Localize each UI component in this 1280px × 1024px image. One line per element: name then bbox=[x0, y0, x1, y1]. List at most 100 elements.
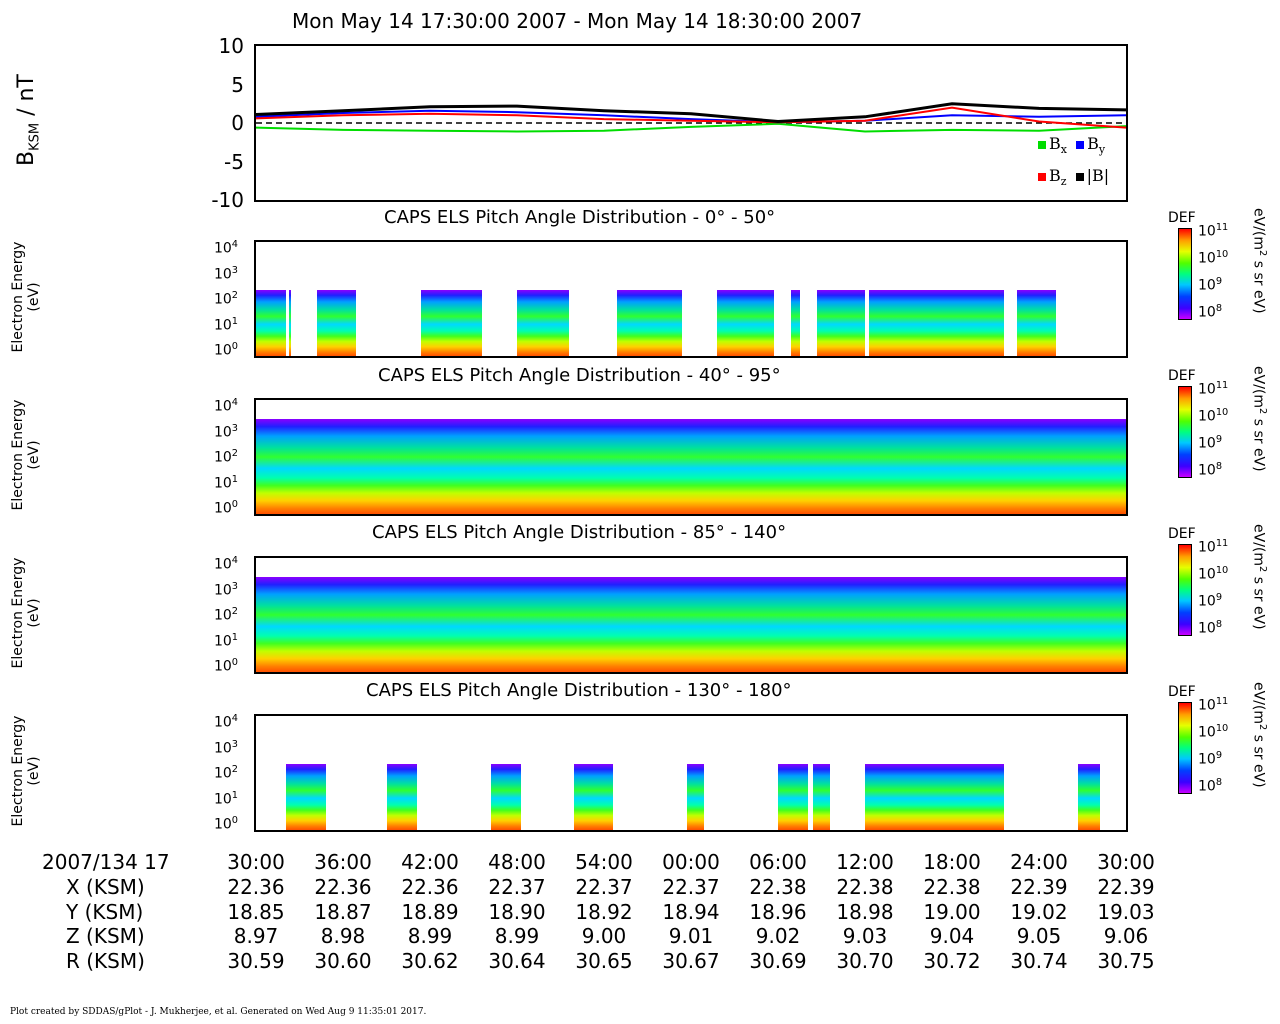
time-row-label: 2007/134 17 bbox=[42, 850, 170, 874]
ephemeris-value: 22.39 bbox=[1010, 875, 1068, 899]
colorbar-tick-label: 1010 bbox=[1198, 565, 1229, 583]
ephemeris-row-label: R (KSM) bbox=[66, 948, 145, 973]
energy-tick-label: 101 bbox=[213, 473, 238, 492]
ephemeris-value: 22.38 bbox=[923, 875, 981, 899]
time-tick-label: 30:00 bbox=[1097, 850, 1155, 874]
colorbar bbox=[1178, 386, 1192, 478]
mag-plot-area bbox=[254, 44, 1128, 202]
colorbar-tick-label: 1011 bbox=[1198, 222, 1229, 240]
mag-y-tick-label: 0 bbox=[231, 111, 244, 135]
series-line-bz bbox=[256, 106, 1126, 129]
energy-tick-label: 104 bbox=[213, 713, 238, 731]
colorbar-tick-label: 1011 bbox=[1198, 380, 1229, 398]
spectrogram-data-block bbox=[316, 289, 357, 356]
ephemeris-value: 9.03 bbox=[842, 924, 888, 948]
energy-tick-label: 100 bbox=[213, 815, 238, 833]
energy-tick-label: 103 bbox=[213, 422, 238, 441]
energy-axis-label: Electron Energy (eV) bbox=[10, 241, 42, 353]
ephemeris-value: 18.89 bbox=[401, 899, 459, 924]
spectrogram-plot-area bbox=[254, 398, 1128, 516]
ephemeris-value: 9.06 bbox=[1103, 924, 1149, 948]
ephemeris-value: 19.02 bbox=[1010, 899, 1068, 924]
colorbar-tick-label: 108 bbox=[1198, 619, 1223, 637]
spectrogram-data-block bbox=[386, 763, 417, 830]
spectrogram-data-block bbox=[573, 763, 613, 830]
ephemeris-value: 8.99 bbox=[407, 924, 453, 948]
time-tick-label: 30:00 bbox=[227, 850, 285, 874]
spectrogram-data-block bbox=[256, 419, 1126, 514]
ephemeris-value: 30.62 bbox=[401, 948, 459, 973]
ephemeris-value: 9.04 bbox=[929, 924, 975, 948]
time-tick-label: 48:00 bbox=[488, 850, 546, 874]
ephemeris-value: 18.96 bbox=[749, 899, 807, 924]
energy-tick-label: 100 bbox=[213, 341, 238, 359]
mag-y-tick-label: 5 bbox=[231, 72, 244, 97]
spectrogram-data-block bbox=[865, 763, 1005, 830]
ephemeris-value: 30.67 bbox=[662, 948, 720, 973]
spectrogram-plot-area bbox=[254, 240, 1128, 358]
ephemeris-value: 22.37 bbox=[575, 875, 633, 899]
energy-tick-label: 104 bbox=[213, 555, 238, 573]
colorbar-tick-label: 108 bbox=[1198, 461, 1223, 479]
colorbar-tick-label: 1011 bbox=[1198, 696, 1229, 714]
mag-y-tick-label: 10 bbox=[218, 34, 244, 58]
colorbar-unit-label: eV/(m2 s sr eV) bbox=[1250, 208, 1268, 314]
spectrogram-data-block bbox=[517, 289, 570, 356]
time-tick-label: 36:00 bbox=[314, 850, 372, 874]
ephemeris-value: 30.74 bbox=[1010, 948, 1068, 973]
spectrogram-data-block bbox=[869, 289, 1005, 356]
ephemeris-value: 19.03 bbox=[1097, 899, 1155, 924]
mag-line-chart bbox=[256, 102, 1126, 133]
mag-y-axis-label: BKSM / nT bbox=[14, 74, 43, 166]
plot-title: Mon May 14 17:30:00 2007 - Mon May 14 18… bbox=[292, 9, 863, 33]
ephemeris-value: 19.00 bbox=[923, 899, 981, 924]
energy-axis-label: Electron Energy (eV) bbox=[10, 557, 42, 669]
ephemeris-value: 18.85 bbox=[227, 899, 285, 924]
colorbar-tick-label: 1010 bbox=[1198, 723, 1229, 741]
energy-axis-label: Electron Energy (eV) bbox=[10, 715, 42, 827]
spectrogram-data-block bbox=[717, 289, 774, 356]
energy-tick-label: 103 bbox=[213, 738, 238, 757]
colorbar-tick-label: 108 bbox=[1198, 777, 1223, 795]
spectrogram-data-block bbox=[421, 289, 483, 356]
legend-bz: Bz |B| bbox=[1038, 166, 1109, 188]
colorbar-unit-label: eV/(m2 s sr eV) bbox=[1250, 366, 1268, 472]
mag-y-tick-label: -10 bbox=[211, 188, 244, 212]
spectrogram-data-block bbox=[617, 289, 683, 356]
time-tick-label: 18:00 bbox=[923, 850, 981, 874]
series-line-bx bbox=[256, 122, 1126, 133]
energy-tick-label: 101 bbox=[213, 631, 238, 650]
energy-tick-label: 104 bbox=[213, 239, 238, 257]
ephemeris-value: 22.38 bbox=[836, 875, 894, 899]
ephemeris-value: 8.97 bbox=[233, 924, 279, 948]
spectrogram-data-block bbox=[778, 763, 809, 830]
ephemeris-value: 18.87 bbox=[314, 899, 372, 924]
ephemeris-value: 9.00 bbox=[581, 924, 627, 948]
ephemeris-value: 30.64 bbox=[488, 948, 546, 973]
colorbar-label: DEF bbox=[1168, 684, 1196, 700]
colorbar bbox=[1178, 702, 1192, 794]
colorbar-tick-label: 109 bbox=[1198, 750, 1223, 768]
energy-tick-label: 101 bbox=[213, 315, 238, 334]
spectrogram-data-block bbox=[812, 763, 831, 830]
ephemeris-value: 22.37 bbox=[488, 875, 546, 899]
ephemeris-value: 22.36 bbox=[314, 875, 372, 899]
colorbar-tick-label: 1010 bbox=[1198, 249, 1229, 267]
colorbar bbox=[1178, 228, 1192, 320]
series-line-by bbox=[256, 109, 1126, 124]
energy-tick-label: 100 bbox=[213, 657, 238, 675]
ephemeris-value: 18.98 bbox=[836, 899, 894, 924]
time-tick-label: 24:00 bbox=[1010, 850, 1068, 874]
ephemeris-value: 18.94 bbox=[662, 899, 720, 924]
ephemeris-value: 22.38 bbox=[749, 875, 807, 899]
footer-credit: Plot created by SDDAS/gPlot - J. Mukherj… bbox=[10, 1007, 427, 1017]
ephemeris-value: 30.60 bbox=[314, 948, 372, 973]
series-line-magbmag bbox=[256, 102, 1126, 124]
colorbar-label: DEF bbox=[1168, 526, 1196, 542]
spectrogram-plot-area bbox=[254, 556, 1128, 674]
ephemeris-value: 30.59 bbox=[227, 948, 285, 973]
ephemeris-value: 30.75 bbox=[1097, 948, 1155, 973]
mag-y-tick-label: -5 bbox=[224, 149, 244, 174]
energy-tick-label: 102 bbox=[213, 448, 238, 466]
spectrogram-data-block bbox=[1078, 763, 1100, 830]
